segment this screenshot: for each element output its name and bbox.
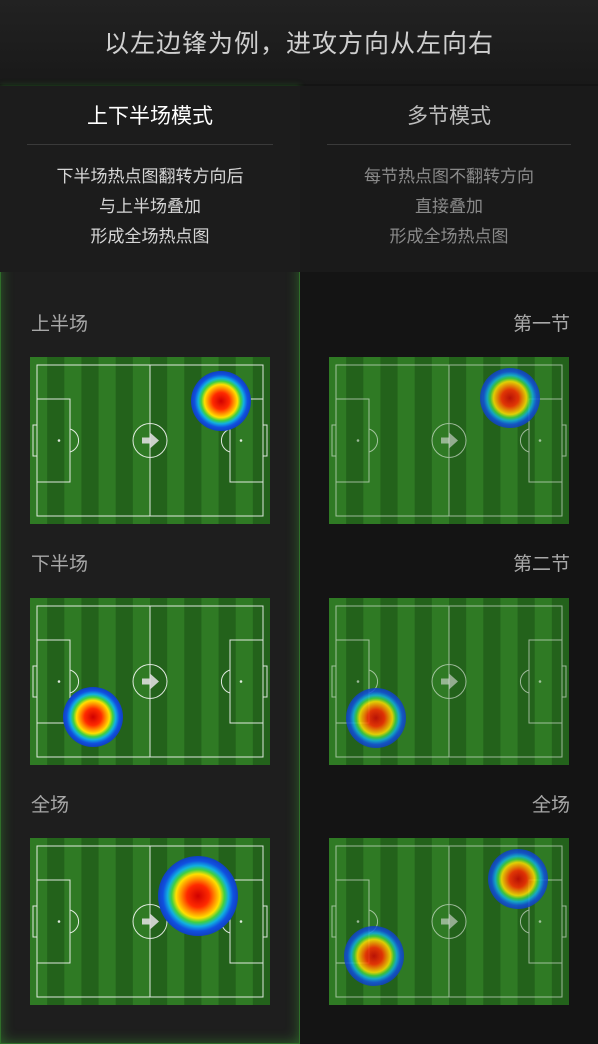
arrow-right-icon	[142, 913, 159, 930]
heat-spot	[346, 688, 406, 748]
heatmap-full-match[interactable]	[30, 838, 270, 1005]
section-label-full-match: 全场	[531, 794, 570, 816]
header-banner: 以左边锋为例，进攻方向从左向右	[0, 0, 598, 84]
mode-description: 每节热点图不翻转方向 直接叠加 形成全场热点图	[300, 162, 598, 252]
arrow-right-icon	[441, 673, 458, 690]
description-line: 形成全场热点图	[389, 227, 509, 247]
description-line: 直接叠加	[415, 197, 483, 217]
heat-spot	[344, 926, 404, 986]
arrow-right-icon	[441, 432, 458, 449]
mode-header: 上下半场模式 下半场热点图翻转方向后 与上半场叠加 形成全场热点图	[0, 86, 300, 272]
heatmap-quarter-1[interactable]	[329, 357, 569, 524]
mode-panel-halves[interactable]: 上下半场模式 下半场热点图翻转方向后 与上半场叠加 形成全场热点图 上半场 下半…	[0, 86, 300, 1044]
mode-header: 多节模式 每节热点图不翻转方向 直接叠加 形成全场热点图	[300, 86, 598, 272]
mode-panel-quarters[interactable]: 多节模式 每节热点图不翻转方向 直接叠加 形成全场热点图 第一节 第二节 全场	[300, 86, 598, 1044]
pitch-graphic	[329, 598, 569, 765]
header-title: 以左边锋为例，进攻方向从左向右	[103, 29, 494, 58]
heatmap-quarter-2[interactable]	[329, 598, 569, 765]
description-line: 下半场热点图翻转方向后	[56, 167, 244, 187]
mode-title: 多节模式	[407, 104, 491, 128]
pitch-graphic	[30, 598, 270, 765]
mode-title: 上下半场模式	[87, 104, 213, 128]
heatmap-second-half[interactable]	[30, 598, 270, 765]
pitch-graphic	[30, 357, 270, 524]
section-label-second-half: 下半场	[31, 553, 89, 575]
arrow-right-icon	[142, 432, 159, 449]
description-line: 形成全场热点图	[90, 227, 210, 247]
divider	[27, 144, 273, 145]
heatmap-first-half[interactable]	[30, 357, 270, 524]
divider	[327, 144, 571, 145]
arrow-right-icon	[142, 673, 159, 690]
heat-spot	[63, 687, 123, 747]
arrow-right-icon	[441, 913, 458, 930]
heat-spot	[480, 368, 540, 428]
pitch-graphic	[329, 357, 569, 524]
section-label-full-match: 全场	[31, 794, 70, 816]
section-label-quarter-1: 第一节	[512, 313, 570, 335]
heatmap-full-match[interactable]	[329, 838, 569, 1005]
heat-spot	[191, 371, 251, 431]
pitch-graphic	[30, 838, 270, 1005]
section-label-quarter-2: 第二节	[512, 553, 570, 575]
heat-spot	[158, 856, 238, 936]
heat-spot	[488, 849, 548, 909]
pitch-graphic	[329, 838, 569, 1005]
description-line: 每节热点图不翻转方向	[364, 167, 534, 187]
mode-description: 下半场热点图翻转方向后 与上半场叠加 形成全场热点图	[0, 162, 300, 252]
section-label-first-half: 上半场	[31, 313, 89, 335]
description-line: 与上半场叠加	[99, 197, 201, 217]
